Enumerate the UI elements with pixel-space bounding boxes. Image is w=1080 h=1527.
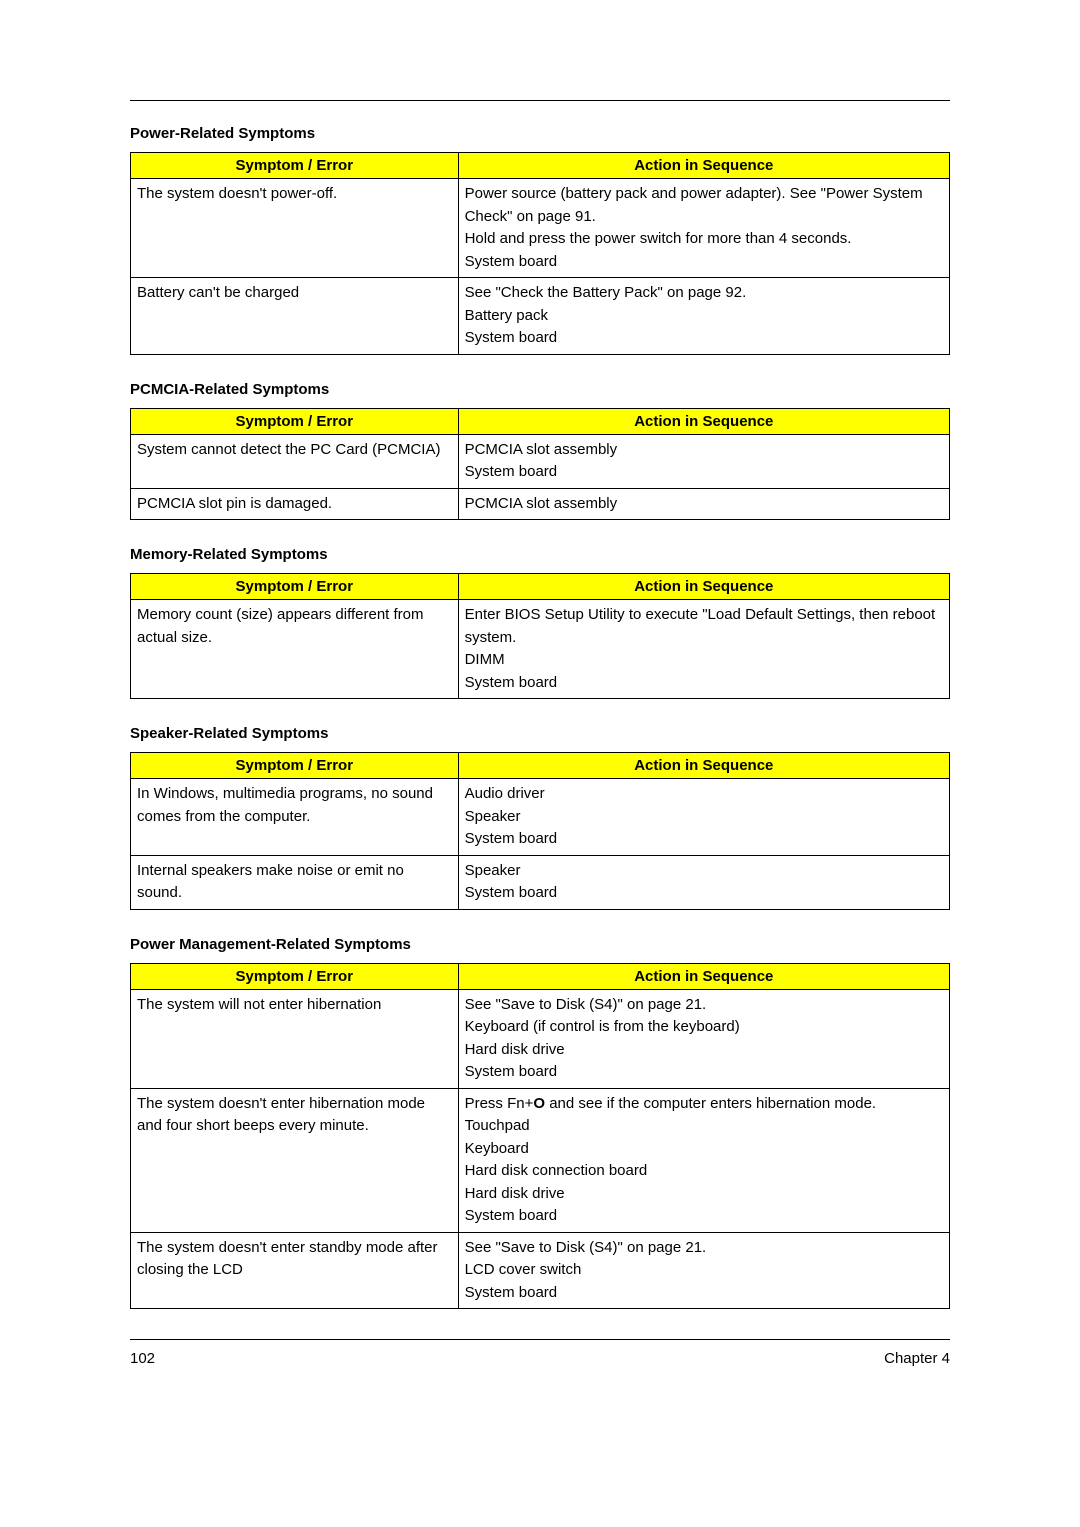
symptom-cell: PCMCIA slot pin is damaged. xyxy=(131,488,459,520)
action-line: System board xyxy=(465,882,943,905)
bottom-rule xyxy=(130,1339,950,1340)
col-header-symptom: Symptom / Error xyxy=(131,753,459,779)
section: Memory-Related Symptoms Symptom / ErrorAc… xyxy=(130,546,950,699)
action-line: Speaker xyxy=(465,806,943,829)
action-line: System board xyxy=(465,1282,943,1305)
symptom-cell: Battery can't be charged xyxy=(131,278,459,355)
table-row: Battery can't be chargedSee "Check the B… xyxy=(131,278,950,355)
section: PCMCIA-Related Symptoms Symptom / ErrorAc… xyxy=(130,381,950,521)
footer: 102 Chapter 4 xyxy=(130,1350,950,1367)
table-row: In Windows, multimedia programs, no soun… xyxy=(131,779,950,856)
symptom-cell: The system doesn't enter hibernation mod… xyxy=(131,1088,459,1232)
col-header-symptom: Symptom / Error xyxy=(131,574,459,600)
symptom-table: Symptom / ErrorAction in SequenceThe sys… xyxy=(130,152,950,355)
action-line: LCD cover switch xyxy=(465,1259,943,1282)
col-header-action: Action in Sequence xyxy=(458,753,949,779)
top-rule xyxy=(130,100,950,101)
page: Power-Related SymptomsSymptom / ErrorAct… xyxy=(0,0,1080,1427)
col-header-action: Action in Sequence xyxy=(458,574,949,600)
symptom-cell: In Windows, multimedia programs, no soun… xyxy=(131,779,459,856)
action-line: Keyboard xyxy=(465,1138,943,1161)
action-cell: SpeakerSystem board xyxy=(458,855,949,909)
symptom-table: Symptom / ErrorAction in SequenceMemory … xyxy=(130,573,950,699)
action-cell: PCMCIA slot assemblySystem board xyxy=(458,434,949,488)
col-header-symptom: Symptom / Error xyxy=(131,963,459,989)
sections-container: Power-Related SymptomsSymptom / ErrorAct… xyxy=(130,125,950,1309)
action-line: PCMCIA slot assembly xyxy=(465,493,943,516)
table-row: The system doesn't enter hibernation mod… xyxy=(131,1088,950,1232)
action-line: System board xyxy=(465,828,943,851)
action-cell: Press Fn+O and see if the computer enter… xyxy=(458,1088,949,1232)
section-title: PCMCIA-Related Symptoms xyxy=(130,381,950,398)
table-row: Internal speakers make noise or emit no … xyxy=(131,855,950,909)
table-row: System cannot detect the PC Card (PCMCIA… xyxy=(131,434,950,488)
action-line: Hard disk drive xyxy=(465,1039,943,1062)
chapter-label: Chapter 4 xyxy=(884,1350,950,1367)
action-line: See "Save to Disk (S4)" on page 21. xyxy=(465,994,943,1017)
col-header-symptom: Symptom / Error xyxy=(131,153,459,179)
action-line: Power source (battery pack and power ada… xyxy=(465,183,943,228)
action-cell: See "Save to Disk (S4)" on page 21.LCD c… xyxy=(458,1232,949,1309)
symptom-cell: Internal speakers make noise or emit no … xyxy=(131,855,459,909)
col-header-symptom: Symptom / Error xyxy=(131,408,459,434)
section-title: Power Management-Related Symptoms xyxy=(130,936,950,953)
symptom-table: Symptom / ErrorAction in SequenceIn Wind… xyxy=(130,752,950,910)
section-title: Power-Related Symptoms xyxy=(130,125,950,142)
col-header-action: Action in Sequence xyxy=(458,153,949,179)
section-title: Memory-Related Symptoms xyxy=(130,546,950,563)
section: Speaker-Related SymptomsSymptom / ErrorA… xyxy=(130,725,950,910)
action-cell: Power source (battery pack and power ada… xyxy=(458,179,949,278)
section-title: Speaker-Related Symptoms xyxy=(130,725,950,742)
action-line: See "Save to Disk (S4)" on page 21. xyxy=(465,1237,943,1260)
action-line: System board xyxy=(465,1061,943,1084)
action-line: Press Fn+O and see if the computer enter… xyxy=(465,1093,943,1116)
action-line: System board xyxy=(465,327,943,350)
table-row: The system doesn't enter standby mode af… xyxy=(131,1232,950,1309)
col-header-action: Action in Sequence xyxy=(458,408,949,434)
action-line: Enter BIOS Setup Utility to execute "Loa… xyxy=(465,604,943,649)
action-line: System board xyxy=(465,1205,943,1228)
action-cell: Enter BIOS Setup Utility to execute "Loa… xyxy=(458,600,949,699)
page-number: 102 xyxy=(130,1350,155,1367)
action-line: See "Check the Battery Pack" on page 92. xyxy=(465,282,943,305)
action-line: PCMCIA slot assembly xyxy=(465,439,943,462)
table-row: The system doesn't power-off.Power sourc… xyxy=(131,179,950,278)
bold-key: O xyxy=(533,1095,545,1112)
action-cell: Audio driverSpeakerSystem board xyxy=(458,779,949,856)
symptom-table: Symptom / ErrorAction in SequenceSystem … xyxy=(130,408,950,521)
action-line: Speaker xyxy=(465,860,943,883)
symptom-cell: The system will not enter hibernation xyxy=(131,989,459,1088)
action-line: Battery pack xyxy=(465,305,943,328)
symptom-cell: Memory count (size) appears different fr… xyxy=(131,600,459,699)
section: Power-Related Symptoms Symptom / ErrorAct… xyxy=(130,125,950,355)
action-line: Hard disk drive xyxy=(465,1183,943,1206)
action-line: DIMM xyxy=(465,649,943,672)
table-row: PCMCIA slot pin is damaged. PCMCIA slot a… xyxy=(131,488,950,520)
action-cell: PCMCIA slot assembly xyxy=(458,488,949,520)
table-row: The system will not enter hibernationSee… xyxy=(131,989,950,1088)
symptom-table: Symptom / ErrorAction in SequenceThe sys… xyxy=(130,963,950,1310)
symptom-cell: System cannot detect the PC Card (PCMCIA… xyxy=(131,434,459,488)
action-line: Keyboard (if control is from the keyboar… xyxy=(465,1016,943,1039)
section: Power Management-Related Symptoms Symptom… xyxy=(130,936,950,1310)
symptom-cell: The system doesn't power-off. xyxy=(131,179,459,278)
action-line: System board xyxy=(465,672,943,695)
action-cell: See "Check the Battery Pack" on page 92.… xyxy=(458,278,949,355)
action-line: Hold and press the power switch for more… xyxy=(465,228,943,251)
symptom-cell: The system doesn't enter standby mode af… xyxy=(131,1232,459,1309)
action-line: Audio driver xyxy=(465,783,943,806)
action-cell: See "Save to Disk (S4)" on page 21.Keybo… xyxy=(458,989,949,1088)
action-line: Hard disk connection board xyxy=(465,1160,943,1183)
table-row: Memory count (size) appears different fr… xyxy=(131,600,950,699)
action-line: System board xyxy=(465,461,943,484)
action-line: Touchpad xyxy=(465,1115,943,1138)
action-line: System board xyxy=(465,251,943,274)
col-header-action: Action in Sequence xyxy=(458,963,949,989)
